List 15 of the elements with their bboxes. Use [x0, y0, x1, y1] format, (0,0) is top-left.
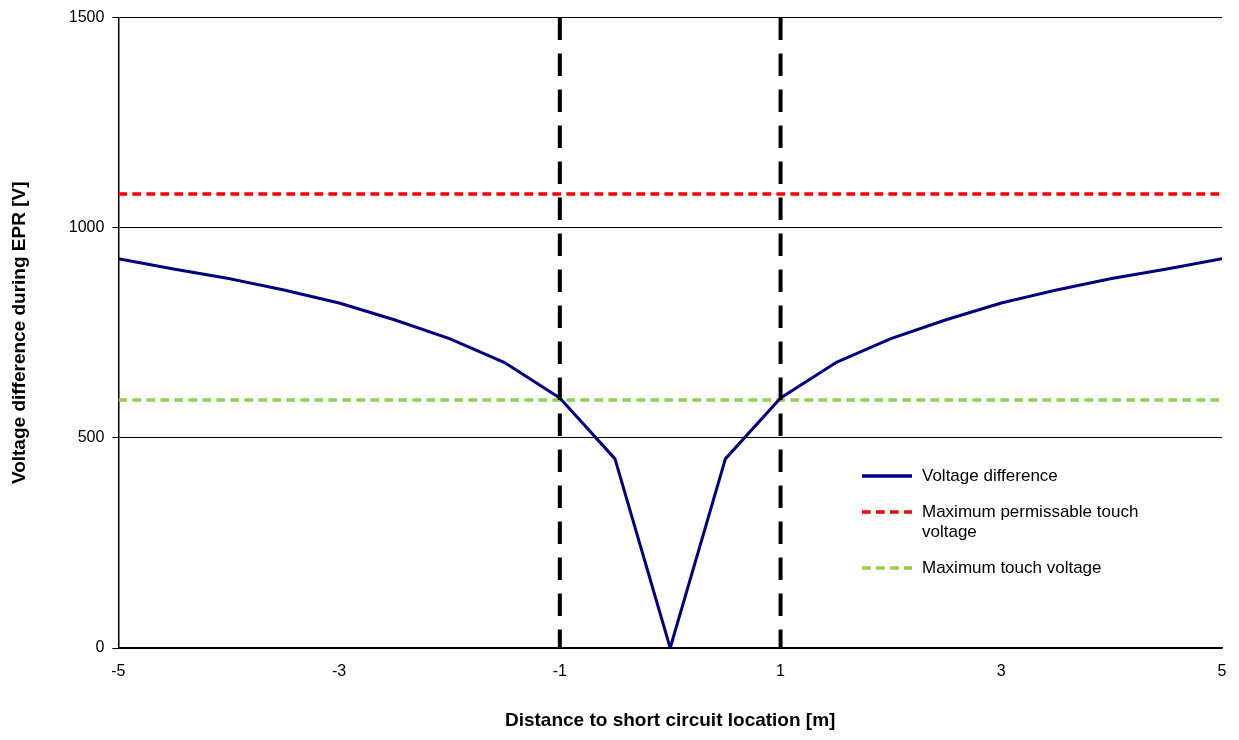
x-tick-label: -1 — [552, 662, 568, 680]
y-axis-title: Voltage difference during EPR [V] — [7, 181, 29, 485]
x-tick-label: -3 — [332, 662, 347, 680]
y-tick-label: 1000 — [68, 218, 105, 236]
x-tick-label: 3 — [996, 662, 1006, 680]
x-axis-title: Distance to short circuit location [m] — [504, 708, 836, 730]
legend-label: Maximum touch voltage — [922, 557, 1102, 577]
y-tick-label: 1500 — [68, 8, 105, 26]
y-tick-label: 0 — [95, 638, 105, 656]
legend-label: Voltage difference — [922, 465, 1058, 485]
x-tick-label: 1 — [776, 662, 786, 680]
x-tick-label: -5 — [111, 662, 126, 680]
x-tick-label: 5 — [1217, 662, 1227, 680]
legend-label: Maximum permissable touch voltage — [922, 501, 1139, 541]
y-tick-label: 500 — [77, 428, 105, 446]
